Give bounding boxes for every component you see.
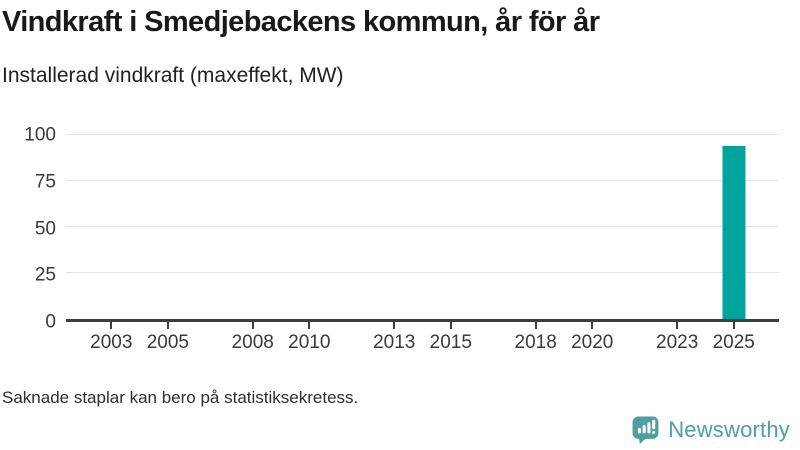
y-tick-label: 0	[45, 311, 56, 333]
y-axis-labels: 0 25 50 75 100	[0, 126, 56, 332]
x-tick-mark	[251, 322, 254, 329]
gridline	[66, 272, 779, 273]
x-tick-mark	[166, 322, 169, 329]
gridline	[66, 134, 779, 135]
newsworthy-logo: Newsworthy	[631, 415, 790, 444]
gridline	[66, 180, 779, 181]
page-title: Vindkraft i Smedjebackens kommun, år för…	[2, 6, 600, 38]
x-tick-mark	[534, 322, 537, 329]
x-tick-mark	[110, 322, 113, 329]
x-tick-mark	[308, 322, 311, 329]
gridline	[66, 226, 779, 227]
plot-area: 2003 2005 2008 2010 2013 2015 2018 2020 2023 2025	[66, 134, 779, 352]
x-tick-mark	[732, 322, 735, 329]
y-tick-label: 100	[24, 124, 56, 146]
newsworthy-icon	[632, 416, 659, 444]
x-tick-mark	[591, 322, 594, 329]
x-tick-mark	[676, 322, 679, 329]
x-tick-label: 2013	[373, 332, 416, 353]
y-tick-label: 50	[34, 218, 56, 239]
x-tick-label: 2015	[429, 332, 472, 353]
x-tick-label: 2018	[514, 332, 557, 353]
x-tick-label: 2005	[146, 332, 189, 353]
bar-2025	[722, 146, 746, 319]
bar-chart: 0 25 50 75 100 2003 2005 2008 2010 2013 2015 2018 2…	[0, 126, 779, 352]
x-tick-label: 2010	[288, 332, 331, 353]
x-tick-label: 2020	[571, 332, 614, 353]
x-tick-label: 2008	[231, 332, 274, 353]
x-tick-label: 2003	[90, 332, 133, 353]
footnote: Saknade staplar kan bero på statistiksek…	[2, 388, 359, 407]
newsworthy-wordmark: Newsworthy	[668, 416, 790, 442]
x-tick-label: 2023	[656, 332, 699, 353]
chart-subtitle: Installerad vindkraft (maxeffekt, MW)	[2, 64, 344, 87]
x-tick-label: 2025	[712, 332, 755, 353]
y-tick-label: 25	[34, 264, 56, 286]
x-tick-mark	[449, 322, 452, 329]
x-tick-mark	[393, 322, 396, 329]
y-tick-label: 75	[34, 171, 56, 193]
